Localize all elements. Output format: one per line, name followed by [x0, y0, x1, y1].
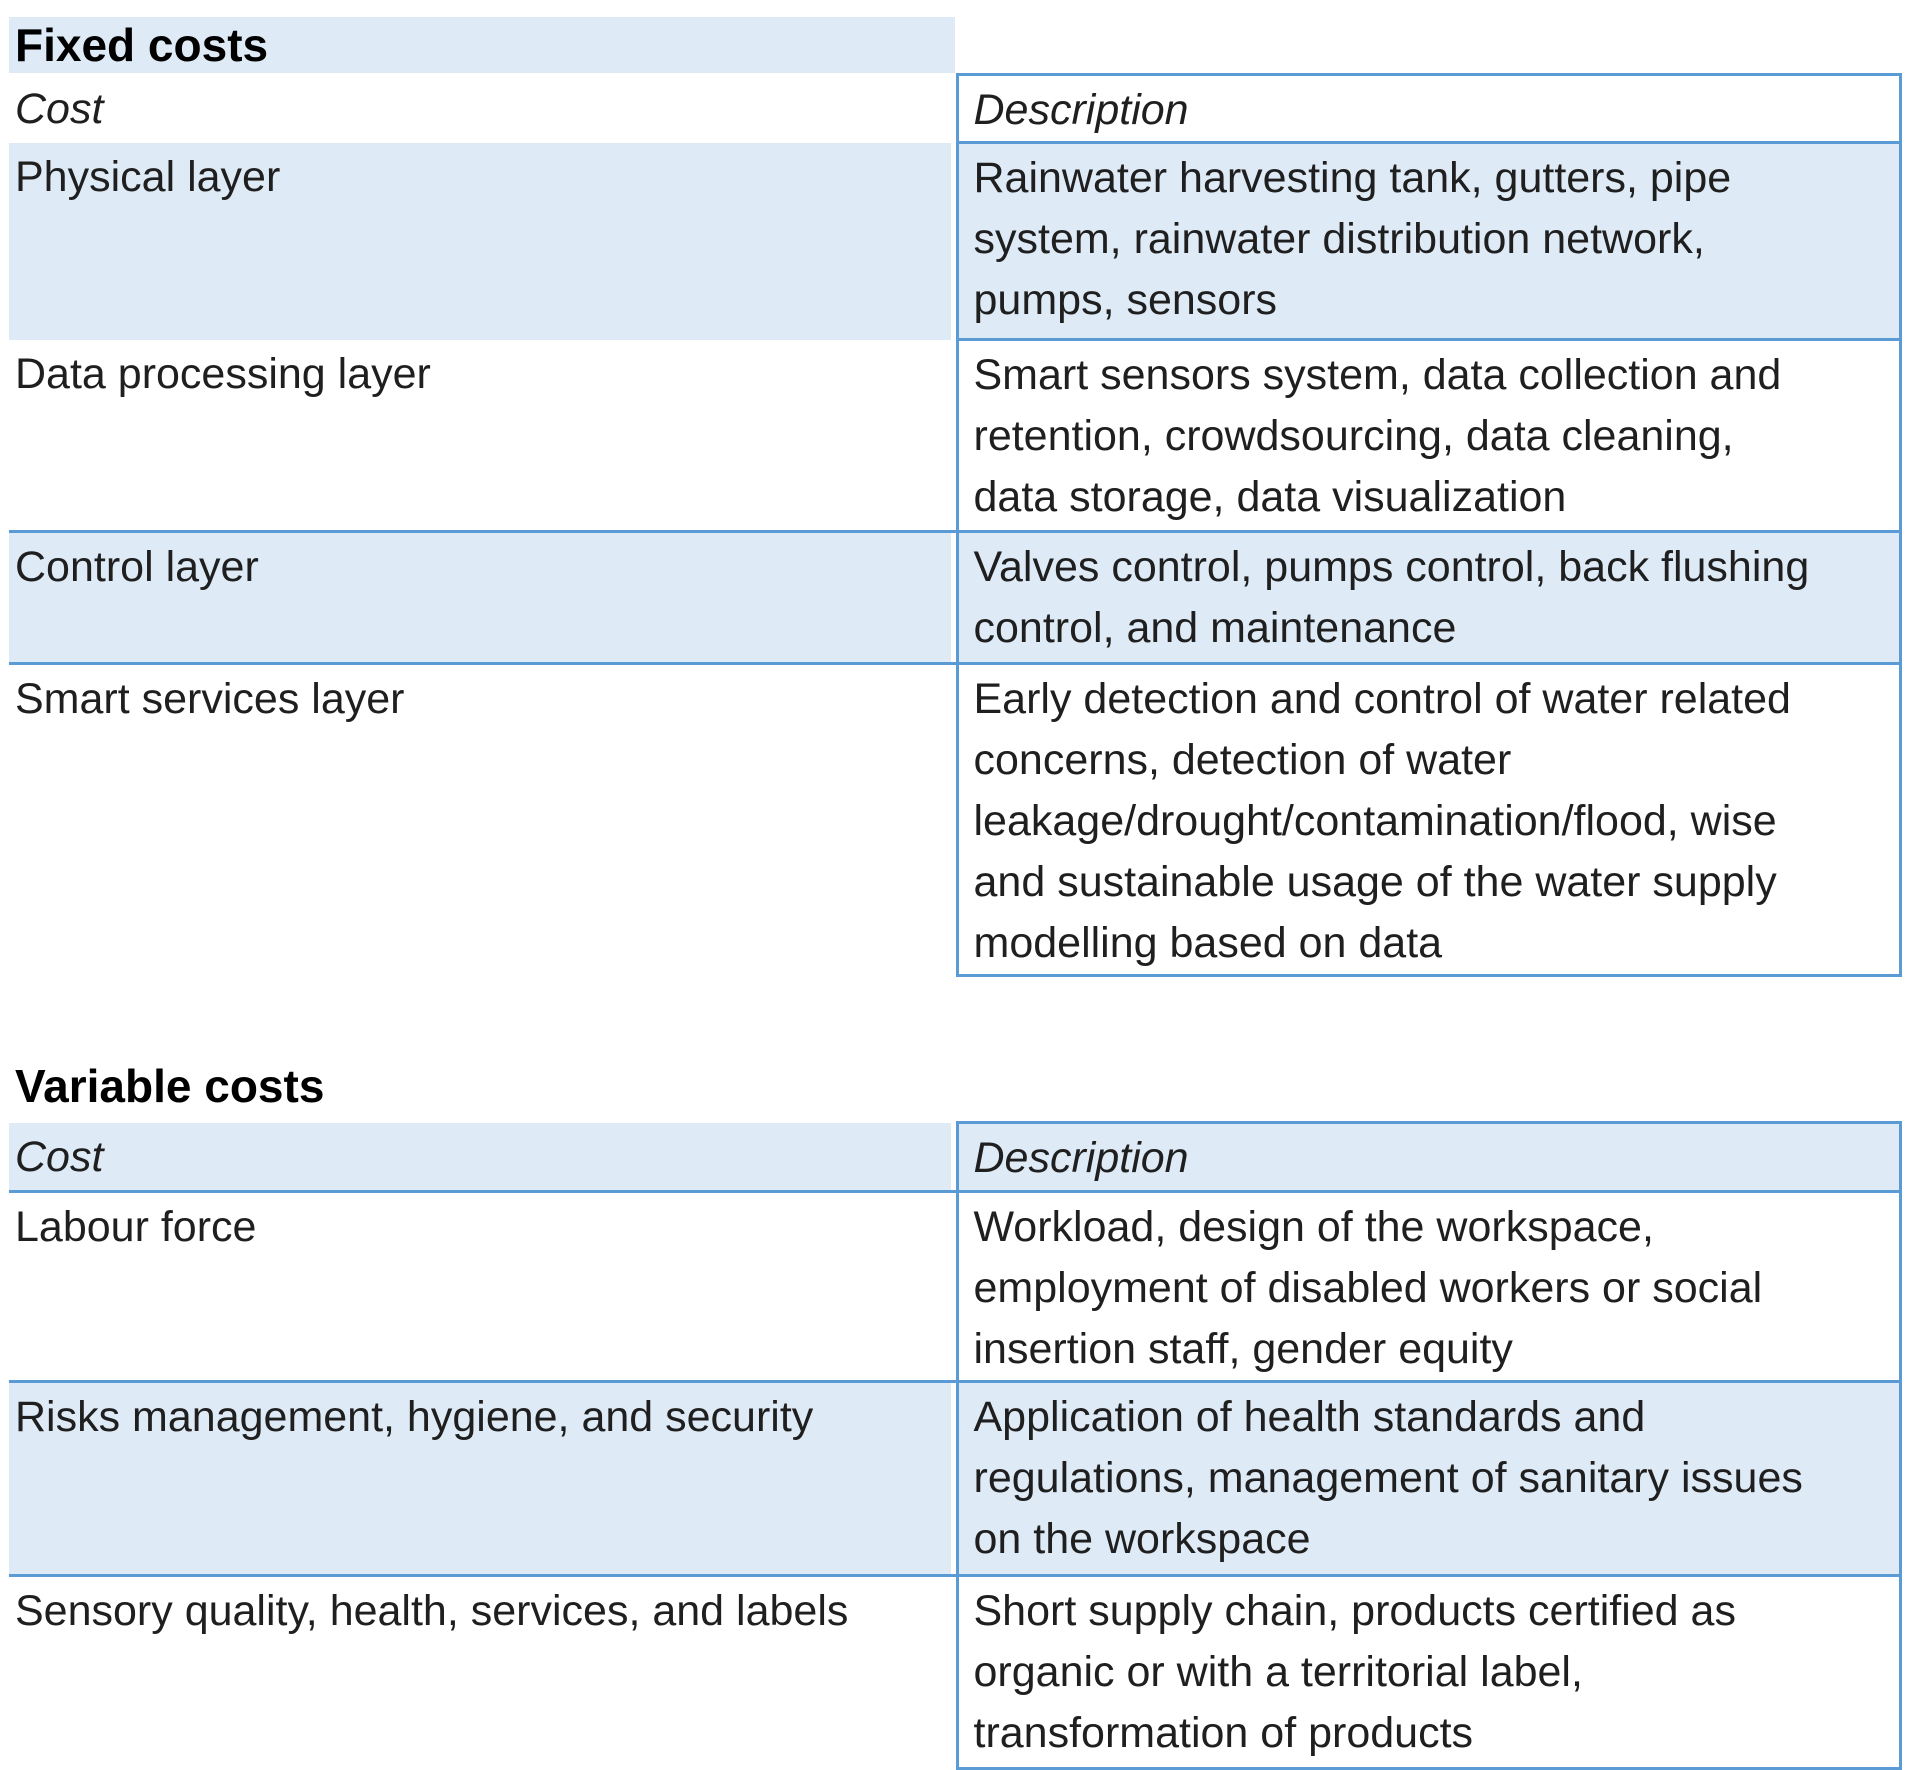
- document-page: { "colors": { "row_shading": "#deeaf6", …: [0, 17, 1920, 1770]
- description-cell-sensory-quality: Short supply chain, products certified a…: [955, 1574, 1902, 1770]
- cost-cell-labour-force: Labour force: [15, 1203, 257, 1251]
- table-row: Physical layer Rainwater harvesting tank…: [9, 141, 1902, 341]
- variable-description-column-header: Description: [955, 1121, 1902, 1193]
- fixed-costs-table: Cost Description Physical layer Rainwate…: [9, 73, 1902, 977]
- description-cell-data-processing-layer: Smart sensors system, data collection an…: [955, 338, 1902, 533]
- table-row: Data processing layer Smart sensors syst…: [9, 338, 1902, 533]
- fixed-description-column-header: Description: [955, 73, 1902, 144]
- table-row: Sensory quality, health, services, and l…: [9, 1574, 1902, 1770]
- description-cell-physical-layer: Rainwater harvesting tank, gutters, pipe…: [955, 141, 1902, 341]
- cost-cell-sensory-quality: Sensory quality, health, services, and l…: [15, 1587, 849, 1635]
- cost-cell-control-layer: Control layer: [9, 530, 957, 665]
- cost-cell-smart-services-layer: Smart services layer: [15, 675, 405, 723]
- description-cell-control-layer: Valves control, pumps control, back flus…: [955, 530, 1902, 665]
- cost-cell-data-processing-layer: Data processing layer: [15, 349, 431, 398]
- table-row: Labour force Workload, design of the wor…: [9, 1190, 1902, 1383]
- cost-cell-physical-layer: Physical layer: [9, 142, 957, 340]
- description-cell-smart-services-layer: Early detection and control of water rel…: [955, 662, 1902, 977]
- variable-costs-title: Variable costs: [15, 1060, 325, 1112]
- fixed-costs-title: Fixed costs: [15, 18, 269, 71]
- variable-cost-column-header: Cost: [9, 1122, 957, 1193]
- description-cell-risks-management: Application of health standards and regu…: [955, 1380, 1902, 1577]
- cost-cell-risks-management: Risks management, hygiene, and security: [9, 1380, 957, 1577]
- fixed-costs-header-row: Cost Description: [9, 73, 1902, 144]
- fixed-cost-column-header: Cost: [15, 84, 104, 133]
- variable-costs-header-row: Cost Description: [9, 1121, 1902, 1193]
- description-cell-labour-force: Workload, design of the workspace, emplo…: [955, 1190, 1902, 1383]
- variable-costs-table: Cost Description Labour force Workload, …: [9, 1121, 1902, 1770]
- table-row: Smart services layer Early detection and…: [9, 662, 1902, 977]
- table-row: Risks management, hygiene, and security …: [9, 1380, 1902, 1577]
- fixed-costs-title-band: Fixed costs: [9, 17, 955, 73]
- table-row: Control layer Valves control, pumps cont…: [9, 530, 1902, 665]
